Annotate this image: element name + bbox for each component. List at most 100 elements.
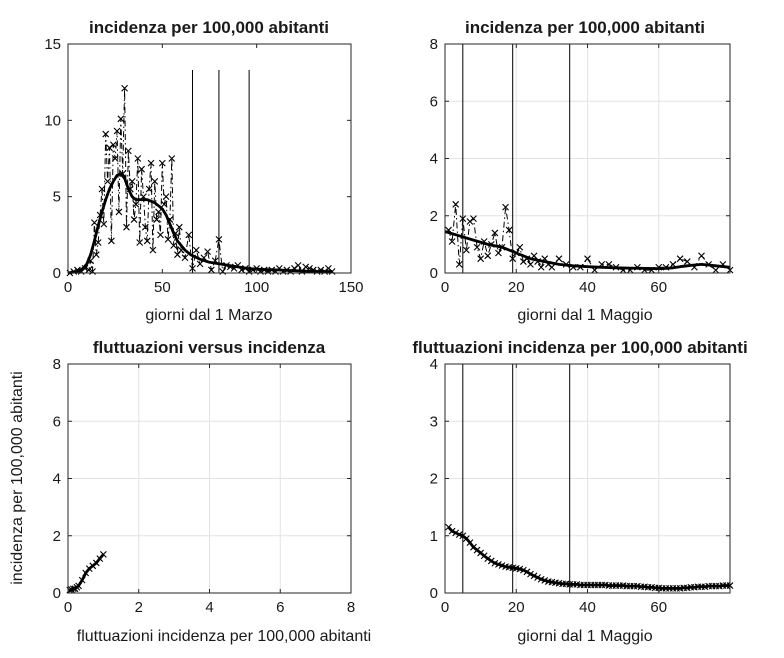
y-tick-label: 4 [53,471,61,488]
x-axis-label: giorni dal 1 Maggio [517,307,652,324]
data-point-marker [115,208,123,216]
data-point-marker [158,159,166,167]
data-point-marker [132,200,140,208]
data-point-marker [196,260,204,268]
data-point-marker [484,252,492,260]
data-point-marker [91,219,98,227]
data-point-marker [121,84,128,92]
data-point-marker [584,255,591,263]
y-tick-label: 0 [53,585,61,602]
data-point-marker [455,261,463,268]
axes-frame [67,43,352,274]
chart-panel-2: 0 20 40 60 0 2 4 6 8 incidenza per 100,000 abitan… [430,18,734,324]
data-point-marker [477,255,485,263]
x-tick-label: 100 [244,279,269,296]
chart-title: fluttuazioni incidenza per 100,000 abita… [412,338,747,357]
data-point-marker [509,255,517,263]
data-point-marker [473,243,481,251]
data-point-marker [207,266,215,274]
data-point-marker [75,582,83,590]
data-point-marker [495,249,502,257]
data-point-marker [505,226,513,234]
chart-panel-1: 0 50 100 150 0 5 10 15 incidenza per 100,000 abi… [44,18,363,324]
data-point-marker [99,550,107,558]
chart-title: incidenza per 100,000 abitanti [89,18,329,37]
data-point-marker [484,555,492,563]
data-point-marker [162,193,170,201]
data-point-marker [113,127,121,135]
data-point-marker [516,243,524,251]
data-point-marker [160,200,168,208]
data-point-marker [149,246,157,254]
data-point-marker [189,265,196,272]
data-point-marker [136,239,144,246]
data-point-marker [117,115,125,123]
chart-panel-3: 0 2 4 6 8 0 2 4 6 8 fluttuazioni versus incidenza f… [9,338,371,645]
data-point-marker [168,155,176,162]
y-tick-label: 0 [430,265,438,282]
data-point-marker [204,248,212,256]
data-point-marker [470,215,477,223]
x-axis-label: giorni dal 1 Maggio [517,628,652,645]
data-point-marker [98,185,106,193]
x-tick-label: 0 [441,279,449,296]
y-tick-label: 0 [53,265,61,282]
data-point-marker [448,527,456,535]
data-point-marker [452,200,460,208]
data-point-marker [215,236,223,243]
data-point-marker [534,574,542,581]
data-point-marker [527,570,534,578]
data-point-marker [147,159,155,167]
x-tick-label: 20 [508,599,525,616]
data-point-marker [219,268,227,275]
x-axis-label: fluttuazioni incidenza per 100,000 abita… [77,628,371,645]
data-point-marker [683,258,691,265]
data-point-marker [151,178,159,185]
x-tick-label: 40 [579,599,596,616]
data-point-marker [185,231,193,239]
x-tick-label: 4 [205,599,213,616]
data-point-marker [548,263,556,271]
data-point-marker [462,246,470,254]
x-tick-label: 50 [154,279,171,296]
data-point-marker [102,130,110,138]
series-line-2 [67,172,333,275]
data-point-marker [111,155,119,162]
y-tick-label: 5 [53,189,61,206]
y-axis-label: incidenza per 100,000 abitanti [9,371,26,585]
data-point-marker [138,165,145,173]
data-point-marker [109,141,117,149]
data-point-marker [85,266,93,274]
data-point-marker [92,251,100,259]
data-point-marker [134,155,142,162]
data-point-marker [530,572,538,580]
series-line-2 [444,230,731,271]
data-point-marker [145,185,153,193]
x-tick-label: 8 [347,599,355,616]
data-point-marker [452,529,460,537]
y-tick-label: 2 [430,208,438,225]
data-point-marker [69,585,77,593]
data-point-marker [527,261,534,268]
data-point-marker [698,252,705,260]
x-tick-label: 6 [276,599,284,616]
data-point-marker [100,220,108,228]
data-point-marker [141,223,149,231]
x-tick-label: 20 [508,279,525,296]
y-tick-label: 4 [430,151,438,168]
data-point-marker [78,576,86,584]
data-point-marker [153,216,161,223]
y-tick-label: 15 [44,36,61,53]
data-point-marker [459,215,467,223]
data-point-marker [94,239,102,246]
x-tick-label: 60 [650,599,667,616]
data-point-marker [448,238,456,245]
x-tick-label: 40 [579,279,596,296]
y-tick-label: 10 [44,112,61,129]
y-tick-label: 6 [430,93,438,110]
data-point-marker [502,203,509,211]
data-point-marker [523,568,531,576]
series-line-1 [447,526,730,590]
